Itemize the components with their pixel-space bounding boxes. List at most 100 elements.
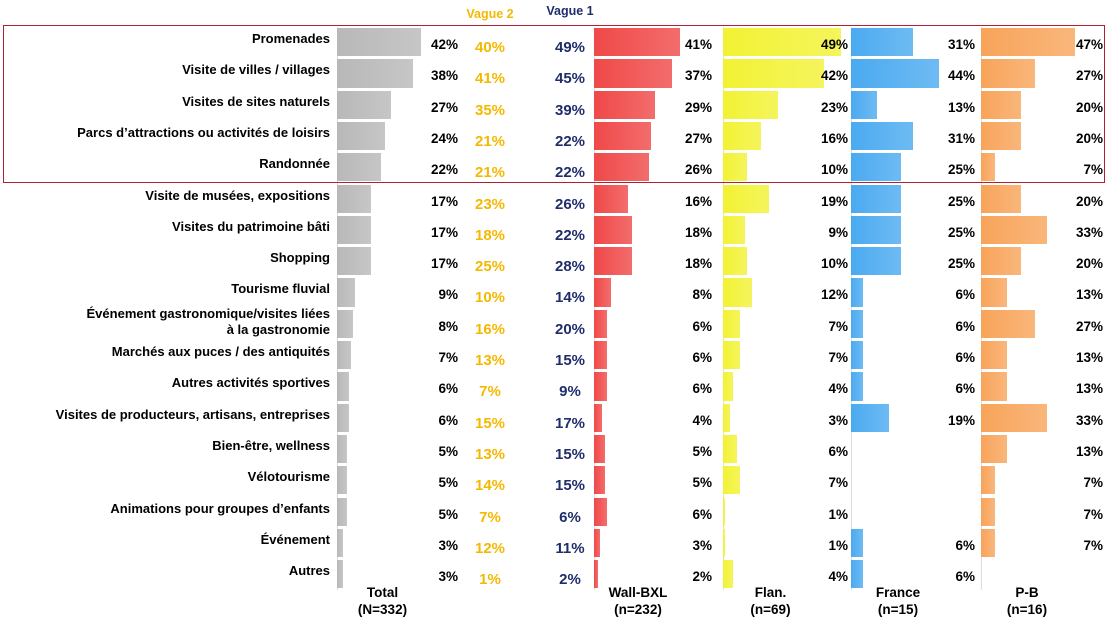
bar — [851, 278, 863, 307]
value-label: 6% — [955, 569, 975, 585]
value-label: 18% — [684, 224, 712, 240]
value-label: 2% — [692, 569, 712, 585]
bar — [594, 215, 632, 245]
value-label: 19% — [820, 193, 848, 209]
bar — [723, 560, 733, 589]
bar — [723, 121, 762, 151]
value-label: 45% — [554, 70, 586, 88]
value-label: 39% — [554, 101, 586, 119]
value-label: 8% — [692, 287, 712, 303]
bar — [337, 278, 355, 307]
bar — [981, 497, 995, 526]
row-label: Visite de villes / villages — [182, 62, 330, 78]
row-label: Parcs d’attractions ou activités de lois… — [77, 124, 330, 140]
bar — [723, 59, 824, 88]
value-label: 7% — [1083, 537, 1103, 553]
bar — [981, 184, 1021, 213]
row-label: Animations pour groupes d’enfants — [110, 500, 330, 516]
value-label: 7% — [438, 350, 458, 365]
value-label: 25% — [947, 162, 975, 178]
value-label: 6% — [828, 443, 848, 459]
bar — [337, 372, 349, 401]
row-label: Événement — [260, 531, 330, 547]
column-bg — [981, 27, 982, 591]
value-label: 18% — [684, 256, 712, 272]
value-label: 17% — [430, 224, 458, 240]
column-header: Flan. (n=69) — [750, 585, 791, 617]
bar — [337, 403, 349, 432]
value-label: 14% — [554, 289, 586, 307]
value-label: 15% — [554, 352, 586, 369]
bar — [723, 372, 733, 401]
bar — [723, 403, 731, 432]
value-label: 1% — [479, 571, 501, 589]
value-label: 3% — [438, 537, 458, 553]
bar — [851, 215, 901, 245]
bar — [337, 59, 413, 88]
value-label: 23% — [820, 99, 848, 115]
row-label: Visites de sites naturels — [182, 93, 330, 109]
bar — [981, 309, 1035, 338]
value-label: 13% — [474, 445, 506, 463]
bar — [337, 184, 371, 213]
value-label: 20% — [1075, 130, 1103, 146]
value-label: 7% — [479, 508, 501, 526]
bar — [337, 528, 343, 558]
value-label: 17% — [430, 193, 458, 209]
value-label: 28% — [554, 258, 586, 276]
bar — [981, 247, 1021, 276]
row-label: Visites du patrimoine bâti — [172, 218, 330, 234]
value-label: 6% — [955, 381, 975, 397]
bar — [981, 341, 1007, 370]
value-label: 4% — [828, 569, 848, 585]
bar — [851, 28, 913, 57]
bar — [723, 184, 769, 213]
value-label: 5% — [692, 443, 712, 459]
value-label: 4% — [828, 381, 848, 397]
bar — [981, 121, 1021, 151]
value-label: 7% — [1083, 162, 1103, 178]
bar — [594, 184, 628, 213]
value-label: 41% — [684, 37, 712, 52]
value-label: 31% — [947, 130, 975, 146]
value-label: 17% — [554, 414, 586, 432]
row-label: Bien-être, wellness — [212, 437, 330, 453]
value-label: 7% — [1083, 506, 1103, 522]
bar — [851, 59, 939, 88]
row-label: Visites de producteurs, artisans, entrep… — [55, 406, 330, 422]
value-label: 19% — [947, 412, 975, 428]
bar — [723, 215, 745, 245]
value-label: 23% — [474, 195, 506, 213]
value-label: 20% — [1075, 256, 1103, 272]
value-label: 13% — [947, 99, 975, 115]
bar — [337, 466, 347, 495]
bar — [594, 497, 607, 526]
value-label: 7% — [828, 350, 848, 365]
value-label: 13% — [1075, 443, 1103, 459]
value-label: 22% — [554, 226, 586, 244]
bar — [981, 215, 1047, 245]
bar — [594, 309, 607, 338]
value-label: 6% — [692, 318, 712, 334]
bar — [851, 247, 901, 276]
bar — [981, 434, 1007, 464]
value-label: 14% — [474, 477, 506, 495]
value-label: 21% — [474, 132, 506, 150]
bar — [594, 153, 649, 182]
row-label: Autres — [288, 563, 330, 579]
value-label: 6% — [438, 412, 458, 428]
bar — [594, 403, 603, 432]
bar — [981, 59, 1035, 88]
bar — [723, 247, 747, 276]
bar — [981, 28, 1075, 57]
value-label: 5% — [438, 443, 458, 459]
value-label: 27% — [1075, 318, 1103, 334]
bar — [723, 28, 841, 57]
bar — [723, 466, 740, 495]
value-label: 41% — [474, 70, 506, 88]
value-label: 6% — [955, 318, 975, 334]
row-label: Autres activités sportives — [171, 375, 330, 391]
value-label: 12% — [474, 539, 506, 557]
column-bg — [594, 27, 595, 591]
bar — [851, 528, 863, 558]
